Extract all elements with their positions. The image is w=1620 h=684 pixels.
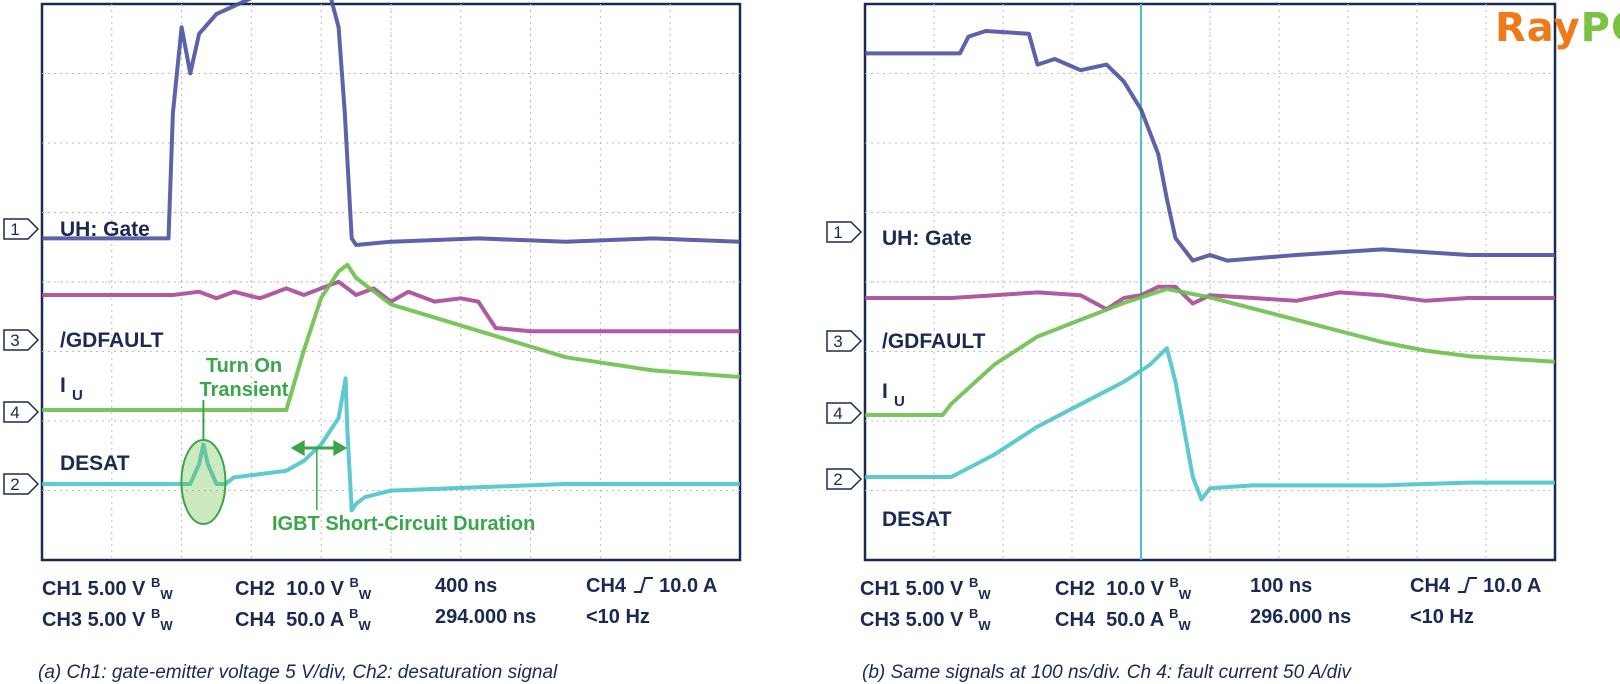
channel-label: UH: Gate xyxy=(60,218,150,241)
timebase-b: 100 ns xyxy=(1250,575,1313,597)
channel-label: I xyxy=(60,374,66,397)
channel-label: /GDFAULT xyxy=(60,329,164,352)
channel-marker-1 xyxy=(826,221,863,243)
annotation-turn-on: Turn On xyxy=(206,355,282,377)
channel-marker-2 xyxy=(3,473,40,495)
rising-edge-icon xyxy=(633,577,653,593)
panel-b: 1 3 4 2 UH: Gate/GDFAULT I DESAT U CH1 5.00 V B… xyxy=(826,0,1620,683)
position-b: 296.000 ns xyxy=(1250,606,1352,628)
bw1-flag: B xyxy=(150,575,161,590)
timebase-a: 400 ns xyxy=(435,575,498,597)
transient-highlight-ellipse xyxy=(180,439,227,525)
caption-b: (b) Same signals at 100 ns/div. Ch 4: fa… xyxy=(862,662,1351,683)
channel-marker-3 xyxy=(3,329,40,351)
ch4-scale: 50.0 A xyxy=(286,609,344,631)
channel-marker-number: 4 xyxy=(10,403,19,422)
annotation-short-circuit-duration: IGBT Short-Circuit Duration xyxy=(272,513,535,535)
annotation-transient: Transient xyxy=(200,379,289,401)
caption-a: (a) Ch1: gate-emitter voltage 5 V/div, C… xyxy=(38,662,558,683)
settings-row1-a: CH1 5.00 V BW xyxy=(42,575,173,602)
channel-marker-4 xyxy=(826,402,863,424)
channel-marker-number: 4 xyxy=(833,404,842,423)
gate-trace xyxy=(42,0,741,247)
current-trace xyxy=(865,287,1556,417)
ch2-setting-a: CH2 10.0 V BW xyxy=(235,575,372,602)
settings-row2-a: CH3 5.00 V BW xyxy=(42,606,173,633)
gdfault-trace xyxy=(42,279,740,334)
raypcb-logo: RayPCB xyxy=(1495,5,1620,51)
ch4-setting-b: CH4 50.0 A BW xyxy=(1055,606,1191,633)
settings-row1-b: CH1 5.00 V BW xyxy=(860,575,991,602)
desat-trace xyxy=(42,376,740,513)
channel-label: DESAT xyxy=(882,508,952,531)
ch1-scale: CH1 5.00 V xyxy=(42,578,146,600)
channel-marker-number: 3 xyxy=(10,331,19,350)
frequency-a: <10 Hz xyxy=(586,606,650,628)
channel-marker-2 xyxy=(826,468,863,490)
channel-label: UH: Gate xyxy=(882,227,972,250)
scope-display-b: 1 3 4 2 UH: Gate/GDFAULT I DESAT U xyxy=(826,2,1557,562)
channel-marker-number: 2 xyxy=(10,475,19,494)
frequency-b: <10 Hz xyxy=(1410,606,1474,628)
scope-display-a: 1 3 4 2 UH: Gate/GDFAULT I DESAT U Turn OnTransi… xyxy=(3,0,742,562)
panel-a: 1 3 4 2 UH: Gate/GDFAULT I DESAT U Turn On Transi… xyxy=(0,0,790,683)
current-trace xyxy=(42,262,741,412)
gdfault-trace xyxy=(865,284,1555,312)
trigger-a: CH4 10.0 A xyxy=(586,575,718,597)
ch2-setting-b: CH2 10.0 V BW xyxy=(1055,575,1192,602)
duration-arrow-head-right xyxy=(333,440,348,456)
channel-marker-number: 1 xyxy=(833,223,842,242)
current-label-subscript: U xyxy=(894,393,905,410)
ch2-scale: 10.0 V xyxy=(286,578,344,600)
ch4-setting-a: CH4 50.0 A BW xyxy=(235,606,371,633)
channel-marker-4 xyxy=(3,401,40,423)
desat-trace xyxy=(865,346,1555,502)
channel-marker-number: 1 xyxy=(10,220,19,239)
channel-label: I xyxy=(882,380,888,403)
position-a: 294.000 ns xyxy=(435,606,537,628)
channel-marker-number: 3 xyxy=(833,332,842,351)
rising-edge-icon xyxy=(1457,577,1477,593)
channel-label: DESAT xyxy=(60,452,130,475)
channel-label: /GDFAULT xyxy=(882,330,986,353)
duration-arrow-head-left xyxy=(290,440,305,456)
channel-marker-1 xyxy=(3,218,40,240)
trigger-b: CH4 10.0 A xyxy=(1410,575,1542,597)
current-label-subscript: U xyxy=(72,387,83,404)
ch3-scale: CH3 5.00 V xyxy=(42,609,146,631)
channel-marker-3 xyxy=(826,330,863,352)
gate-trace xyxy=(865,29,1555,263)
settings-row2-b: CH3 5.00 V BW xyxy=(860,606,991,633)
channel-marker-number: 2 xyxy=(833,470,842,489)
